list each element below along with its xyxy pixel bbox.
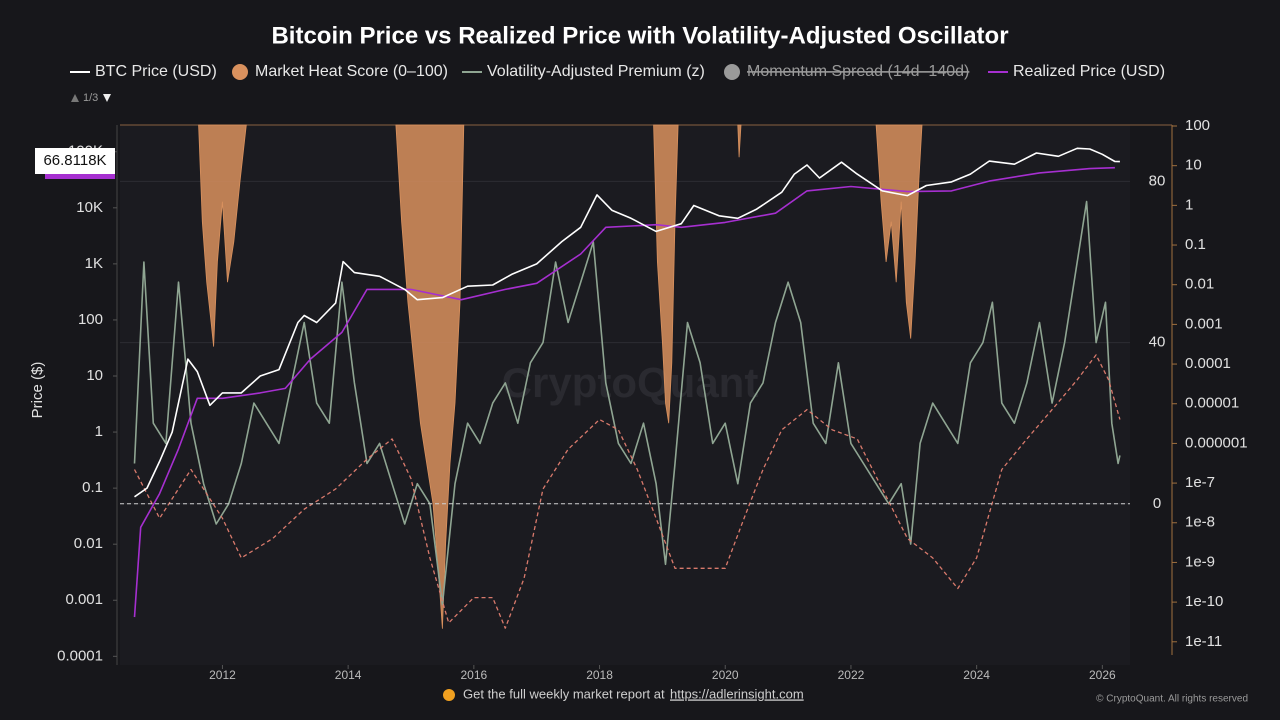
watermark: CryptoQuant bbox=[502, 359, 759, 406]
y3-tick-label: 0.00001 bbox=[1185, 395, 1239, 412]
y3-tick-label: 1 bbox=[1185, 196, 1193, 213]
y3-tick-label: 0.001 bbox=[1185, 315, 1223, 332]
y-tick-label: 10K bbox=[76, 199, 103, 216]
x-tick-label: 2024 bbox=[963, 668, 990, 682]
y3-tick-label: 100 bbox=[1185, 117, 1210, 134]
y2-tick-label: 0 bbox=[1153, 495, 1161, 512]
y3-tick-label: 1e-7 bbox=[1185, 474, 1215, 491]
y3-tick-label: 0.0001 bbox=[1185, 355, 1231, 372]
legend-marker bbox=[232, 64, 248, 80]
y3-tick-label: 1e-9 bbox=[1185, 553, 1215, 570]
y3-tick-label: 10 bbox=[1185, 157, 1202, 174]
y2-tick-label: 80 bbox=[1149, 172, 1166, 189]
last-value-label: 66.8118K bbox=[43, 152, 106, 169]
copyright: © CryptoQuant. All rights reserved bbox=[1096, 694, 1248, 705]
y3-tick-label: 0.1 bbox=[1185, 236, 1206, 253]
legend-label[interactable]: Volatility-Adjusted Premium (z) bbox=[487, 63, 705, 80]
realized-price-tag bbox=[45, 173, 115, 179]
x-tick-label: 2020 bbox=[712, 668, 739, 682]
series-area bbox=[653, 124, 679, 424]
y-tick-label: 10 bbox=[86, 367, 103, 384]
series-line bbox=[133, 200, 1121, 606]
y-tick-label: 0.01 bbox=[74, 535, 103, 552]
legend-label[interactable]: Momentum Spread (14d–140d) bbox=[747, 63, 969, 80]
y2-tick-label: 40 bbox=[1149, 334, 1166, 351]
legend-page: 1/3 bbox=[83, 92, 98, 104]
y-tick-label: 1 bbox=[95, 423, 103, 440]
y3-tick-label: 0.000001 bbox=[1185, 434, 1248, 451]
series-line bbox=[133, 166, 1115, 618]
legend-marker bbox=[724, 64, 740, 80]
footer-icon bbox=[443, 689, 455, 701]
series-area bbox=[737, 124, 742, 158]
series-area bbox=[198, 124, 247, 347]
legend-label[interactable]: Realized Price (USD) bbox=[1013, 63, 1165, 80]
legend-label[interactable]: BTC Price (USD) bbox=[95, 63, 217, 80]
y-tick-label: 0.1 bbox=[82, 479, 103, 496]
last-value-box bbox=[35, 148, 115, 174]
x-tick-label: 2026 bbox=[1089, 668, 1116, 682]
legend-label[interactable]: Market Heat Score (0–100) bbox=[255, 63, 448, 80]
footer-text: Get the full weekly market report at bbox=[463, 686, 665, 701]
y-tick-label: 0.001 bbox=[65, 591, 103, 608]
footer-link[interactable]: https://adlerinsight.com bbox=[670, 686, 804, 701]
y-tick-label: 100 bbox=[78, 311, 103, 328]
legend-page-up[interactable] bbox=[71, 94, 79, 102]
x-tick-label: 2022 bbox=[838, 668, 865, 682]
chart-title: Bitcoin Price vs Realized Price with Vol… bbox=[271, 22, 1008, 49]
x-tick-label: 2016 bbox=[460, 668, 487, 682]
y3-tick-label: 0.01 bbox=[1185, 276, 1214, 293]
series-line bbox=[133, 354, 1121, 629]
x-tick-label: 2012 bbox=[209, 668, 236, 682]
y-tick-label: 1K bbox=[85, 255, 103, 272]
legend-page-down[interactable] bbox=[103, 94, 111, 102]
y3-tick-label: 1e-11 bbox=[1185, 633, 1222, 650]
y3-tick-label: 1e-10 bbox=[1185, 593, 1223, 610]
series-area bbox=[875, 124, 923, 339]
x-tick-label: 2014 bbox=[335, 668, 362, 682]
y-axis-label: Price ($) bbox=[29, 362, 46, 419]
y3-tick-label: 1e-8 bbox=[1185, 514, 1215, 531]
y-tick-label: 0.0001 bbox=[57, 647, 103, 664]
x-tick-label: 2018 bbox=[586, 668, 613, 682]
series-line bbox=[134, 147, 1120, 498]
